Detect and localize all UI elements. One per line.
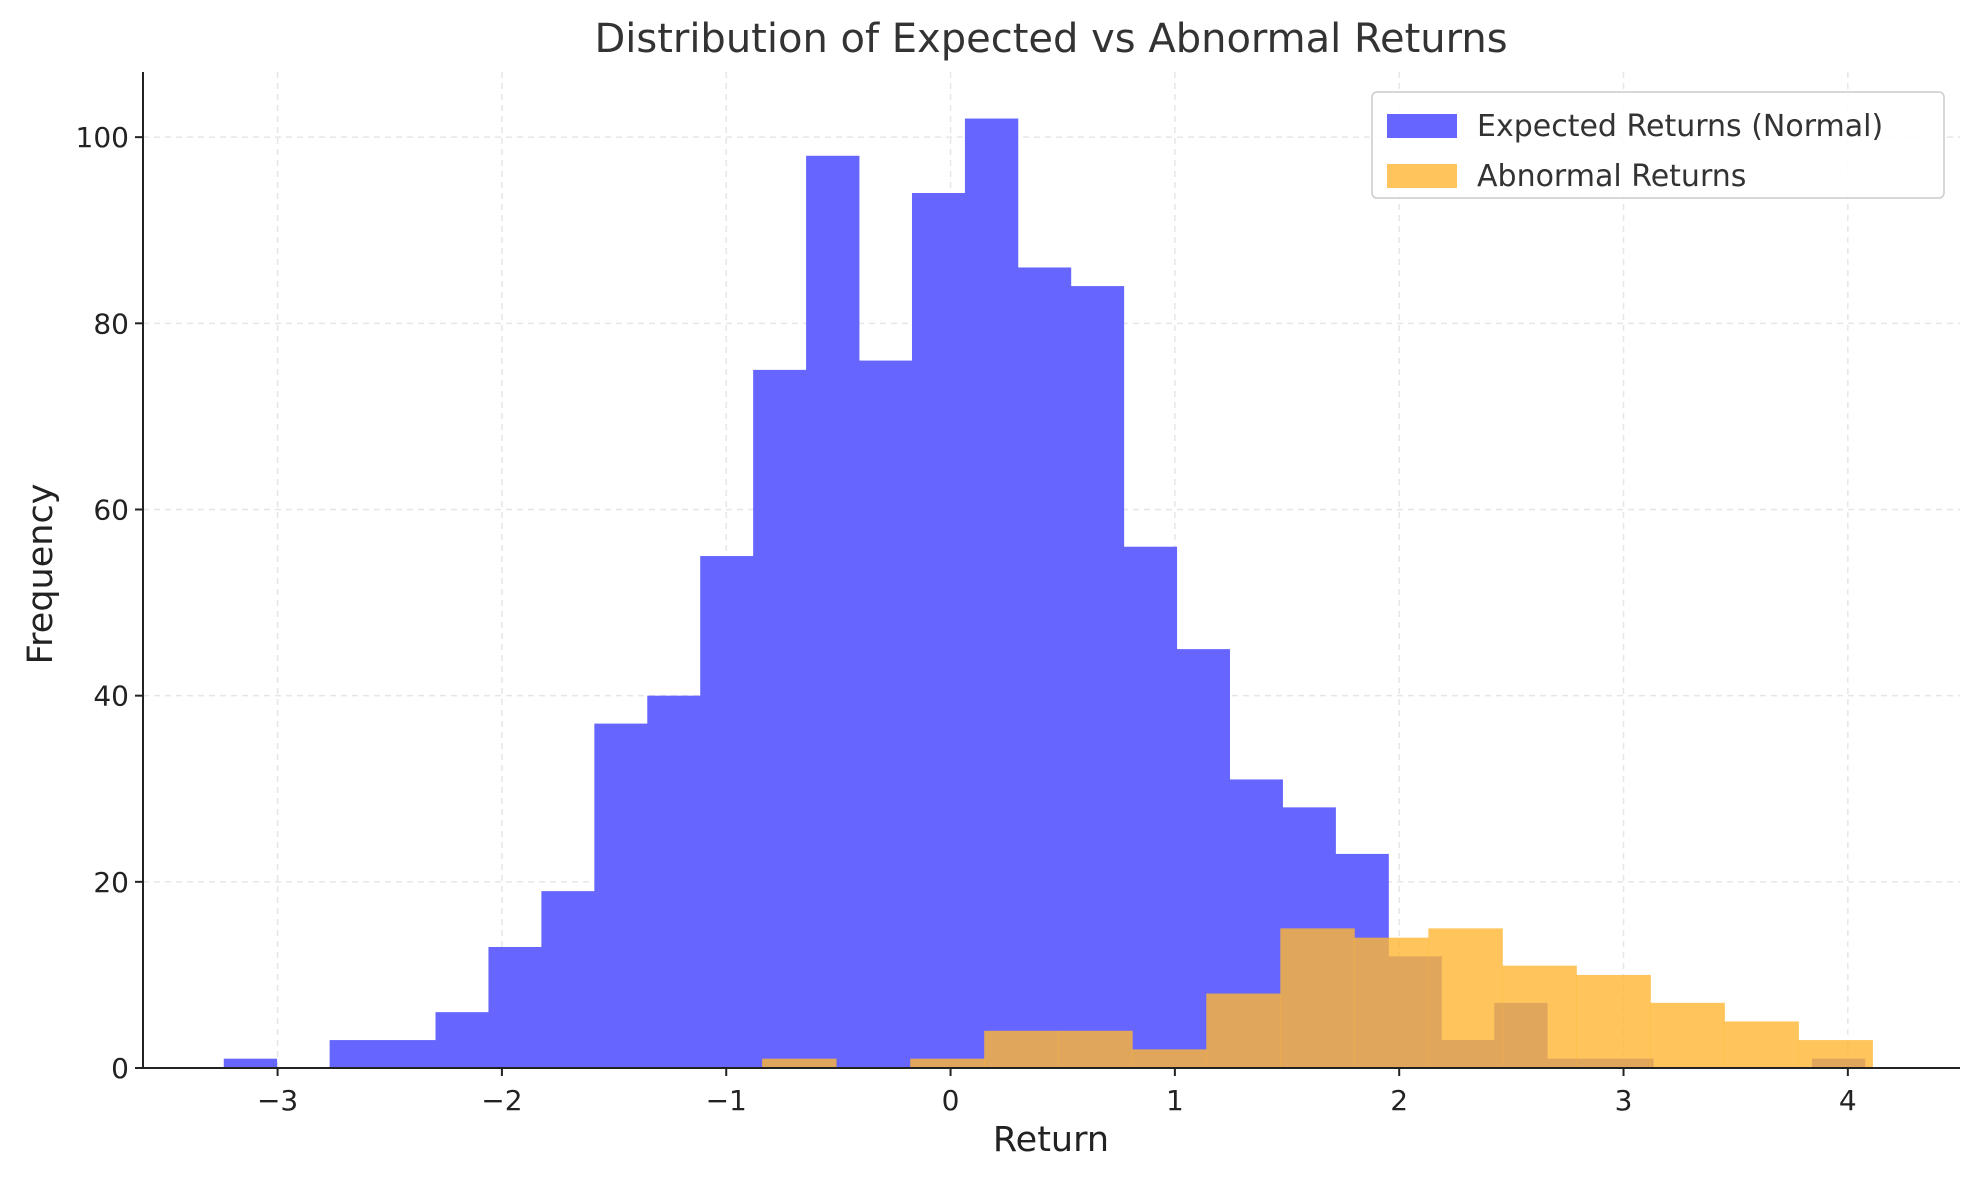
histogram-bar <box>910 1058 985 1068</box>
histogram-bar <box>806 155 860 1068</box>
x-tick-label: −2 <box>481 1084 522 1117</box>
x-tick-label: 0 <box>942 1084 960 1117</box>
histogram-bar <box>1650 1002 1725 1068</box>
histogram-bar <box>700 556 754 1068</box>
histogram-bar <box>753 369 807 1069</box>
x-axis-label: Return <box>993 1120 1109 1160</box>
legend-swatch <box>1387 114 1457 138</box>
histogram-bar <box>594 723 648 1068</box>
axes <box>142 72 1960 1069</box>
legend-label: Abnormal Returns <box>1477 159 1746 194</box>
legend: Expected Returns (Normal) Abnormal Return… <box>1371 91 1945 199</box>
legend-swatch <box>1387 164 1457 188</box>
y-tick-label: 100 <box>76 121 129 154</box>
histogram-bar <box>1206 993 1281 1068</box>
y-tick-label: 0 <box>111 1052 129 1085</box>
histogram-bar <box>1123 546 1178 1068</box>
y-tick-label: 80 <box>93 307 129 340</box>
histogram-bar <box>762 1058 837 1068</box>
histogram-bar <box>1724 1021 1799 1068</box>
chart-title: Distribution of Expected vs Abnormal Ret… <box>594 16 1507 62</box>
histogram-bar <box>1132 1049 1207 1068</box>
y-axis-label: Frequency <box>21 484 61 665</box>
series-abnormal-returns <box>762 928 1873 1068</box>
histogram-bar <box>984 1030 1059 1068</box>
histogram-bar <box>382 1040 436 1068</box>
x-tick-label: 3 <box>1615 1084 1633 1117</box>
histogram-bar <box>911 193 966 1068</box>
histogram-bar <box>1576 974 1651 1068</box>
legend-frame <box>1371 91 1945 199</box>
histogram-bar <box>541 891 595 1068</box>
histogram-bar <box>1017 267 1072 1068</box>
histogram-bar <box>1502 965 1577 1068</box>
y-tick-label: 60 <box>93 493 129 526</box>
x-tick-label: −3 <box>257 1084 298 1117</box>
histogram-bars <box>223 118 1873 1069</box>
x-tick-label: −1 <box>706 1084 747 1117</box>
legend-label: Expected Returns (Normal) <box>1477 109 1883 144</box>
histogram-bar <box>488 946 542 1068</box>
histogram-bar <box>964 118 1019 1068</box>
histogram-bar <box>329 1040 383 1068</box>
histogram-bar <box>435 1012 489 1068</box>
histogram-bar <box>859 360 913 1068</box>
x-tick-label: 4 <box>1839 1084 1857 1117</box>
histogram-bar <box>1354 937 1429 1068</box>
x-tick-label: 1 <box>1166 1084 1184 1117</box>
histogram-bar <box>1070 286 1125 1068</box>
histogram-bar <box>647 695 701 1068</box>
y-tick-label: 20 <box>93 866 129 899</box>
histogram-bar <box>1280 928 1355 1068</box>
histogram-bar <box>1058 1030 1133 1068</box>
x-tick-label: 2 <box>1390 1084 1408 1117</box>
histogram-bar <box>1798 1040 1873 1068</box>
histogram-bar <box>223 1058 278 1068</box>
series-expected-returns <box>223 118 1866 1069</box>
histogram-bar <box>1428 928 1503 1068</box>
y-tick-label: 40 <box>93 680 129 713</box>
